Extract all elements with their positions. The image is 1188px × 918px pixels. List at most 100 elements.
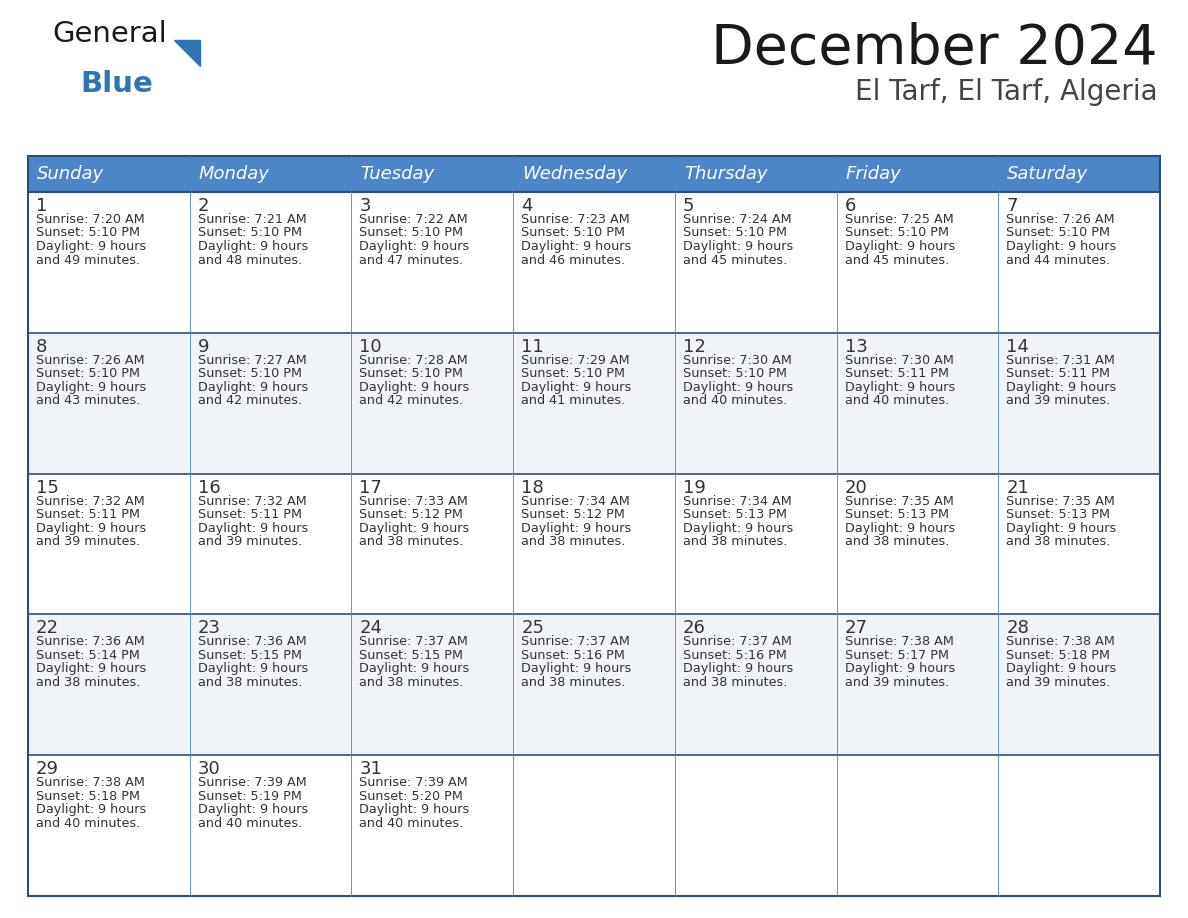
Text: and 39 minutes.: and 39 minutes. — [1006, 676, 1111, 688]
Bar — [513, 614, 675, 756]
Text: Sunset: 5:18 PM: Sunset: 5:18 PM — [36, 789, 140, 802]
Text: 22: 22 — [36, 620, 59, 637]
Bar — [352, 474, 513, 614]
Text: Sunset: 5:13 PM: Sunset: 5:13 PM — [683, 508, 786, 521]
Text: 31: 31 — [360, 760, 383, 778]
Bar — [836, 333, 998, 474]
Text: Sunset: 5:10 PM: Sunset: 5:10 PM — [197, 227, 302, 240]
Text: Daylight: 9 hours: Daylight: 9 hours — [522, 663, 631, 676]
Text: and 40 minutes.: and 40 minutes. — [360, 817, 463, 830]
Text: Sunrise: 7:38 AM: Sunrise: 7:38 AM — [36, 777, 145, 789]
Text: Daylight: 9 hours: Daylight: 9 hours — [360, 803, 469, 816]
Text: 11: 11 — [522, 338, 544, 356]
Text: Sunset: 5:18 PM: Sunset: 5:18 PM — [1006, 649, 1111, 662]
Bar — [998, 156, 1159, 192]
Bar — [352, 333, 513, 474]
Bar — [29, 756, 190, 896]
Text: and 44 minutes.: and 44 minutes. — [1006, 253, 1111, 266]
Text: Daylight: 9 hours: Daylight: 9 hours — [683, 521, 794, 534]
Text: and 42 minutes.: and 42 minutes. — [360, 395, 463, 408]
Text: and 38 minutes.: and 38 minutes. — [522, 535, 626, 548]
Text: 23: 23 — [197, 620, 221, 637]
Text: 21: 21 — [1006, 478, 1029, 497]
Text: 15: 15 — [36, 478, 59, 497]
Text: Daylight: 9 hours: Daylight: 9 hours — [683, 663, 794, 676]
Text: Sunset: 5:10 PM: Sunset: 5:10 PM — [1006, 227, 1111, 240]
Bar — [190, 156, 352, 192]
Text: 26: 26 — [683, 620, 706, 637]
Text: and 39 minutes.: and 39 minutes. — [1006, 395, 1111, 408]
Text: and 39 minutes.: and 39 minutes. — [36, 535, 140, 548]
Text: and 38 minutes.: and 38 minutes. — [360, 535, 463, 548]
Text: Sunrise: 7:39 AM: Sunrise: 7:39 AM — [360, 777, 468, 789]
Text: Daylight: 9 hours: Daylight: 9 hours — [1006, 663, 1117, 676]
Text: and 40 minutes.: and 40 minutes. — [36, 817, 140, 830]
Text: and 38 minutes.: and 38 minutes. — [683, 676, 788, 688]
Text: Daylight: 9 hours: Daylight: 9 hours — [845, 521, 955, 534]
Text: Sunrise: 7:34 AM: Sunrise: 7:34 AM — [683, 495, 791, 508]
Text: and 38 minutes.: and 38 minutes. — [36, 676, 140, 688]
Text: 12: 12 — [683, 338, 706, 356]
Text: 2: 2 — [197, 197, 209, 215]
Text: Sunrise: 7:32 AM: Sunrise: 7:32 AM — [36, 495, 145, 508]
Bar — [513, 756, 675, 896]
Text: and 38 minutes.: and 38 minutes. — [197, 676, 302, 688]
Text: Daylight: 9 hours: Daylight: 9 hours — [845, 663, 955, 676]
Text: 27: 27 — [845, 620, 867, 637]
Text: Sunset: 5:15 PM: Sunset: 5:15 PM — [360, 649, 463, 662]
Bar — [513, 474, 675, 614]
Text: Daylight: 9 hours: Daylight: 9 hours — [522, 521, 631, 534]
Bar — [513, 192, 675, 333]
Text: Sunset: 5:16 PM: Sunset: 5:16 PM — [522, 649, 625, 662]
Text: Daylight: 9 hours: Daylight: 9 hours — [360, 521, 469, 534]
Text: Daylight: 9 hours: Daylight: 9 hours — [360, 240, 469, 253]
Text: and 39 minutes.: and 39 minutes. — [845, 676, 949, 688]
Text: Sunset: 5:14 PM: Sunset: 5:14 PM — [36, 649, 140, 662]
Text: Blue: Blue — [80, 70, 153, 98]
Text: Daylight: 9 hours: Daylight: 9 hours — [1006, 381, 1117, 394]
Bar — [190, 333, 352, 474]
Text: 19: 19 — [683, 478, 706, 497]
Text: Sunset: 5:10 PM: Sunset: 5:10 PM — [683, 367, 786, 380]
Bar — [836, 756, 998, 896]
Text: Daylight: 9 hours: Daylight: 9 hours — [197, 663, 308, 676]
Text: Sunset: 5:10 PM: Sunset: 5:10 PM — [197, 367, 302, 380]
Bar — [190, 756, 352, 896]
Bar — [29, 474, 190, 614]
Text: Sunrise: 7:37 AM: Sunrise: 7:37 AM — [360, 635, 468, 648]
Text: Sunset: 5:19 PM: Sunset: 5:19 PM — [197, 789, 302, 802]
Text: and 49 minutes.: and 49 minutes. — [36, 253, 140, 266]
Text: Sunset: 5:13 PM: Sunset: 5:13 PM — [845, 508, 948, 521]
Text: Sunset: 5:11 PM: Sunset: 5:11 PM — [197, 508, 302, 521]
Text: Sunrise: 7:27 AM: Sunrise: 7:27 AM — [197, 353, 307, 367]
Text: Sunset: 5:17 PM: Sunset: 5:17 PM — [845, 649, 948, 662]
Text: Sunday: Sunday — [37, 165, 105, 183]
Text: Sunrise: 7:36 AM: Sunrise: 7:36 AM — [36, 635, 145, 648]
Text: Daylight: 9 hours: Daylight: 9 hours — [360, 381, 469, 394]
Text: Sunrise: 7:30 AM: Sunrise: 7:30 AM — [683, 353, 791, 367]
Text: 14: 14 — [1006, 338, 1029, 356]
Text: Sunset: 5:16 PM: Sunset: 5:16 PM — [683, 649, 786, 662]
Bar — [190, 192, 352, 333]
Text: Daylight: 9 hours: Daylight: 9 hours — [845, 381, 955, 394]
Bar — [29, 156, 190, 192]
Bar — [836, 192, 998, 333]
Bar — [675, 333, 836, 474]
Text: Sunset: 5:10 PM: Sunset: 5:10 PM — [360, 367, 463, 380]
Text: Wednesday: Wednesday — [523, 165, 627, 183]
Text: Daylight: 9 hours: Daylight: 9 hours — [683, 240, 794, 253]
Text: Monday: Monday — [198, 165, 270, 183]
Text: Sunset: 5:12 PM: Sunset: 5:12 PM — [522, 508, 625, 521]
Text: and 47 minutes.: and 47 minutes. — [360, 253, 463, 266]
Text: Sunrise: 7:26 AM: Sunrise: 7:26 AM — [36, 353, 145, 367]
Text: Sunrise: 7:35 AM: Sunrise: 7:35 AM — [1006, 495, 1116, 508]
Text: 3: 3 — [360, 197, 371, 215]
Bar — [998, 756, 1159, 896]
Bar — [675, 474, 836, 614]
Bar — [352, 614, 513, 756]
Bar — [352, 192, 513, 333]
Text: and 46 minutes.: and 46 minutes. — [522, 253, 625, 266]
Text: Daylight: 9 hours: Daylight: 9 hours — [36, 240, 146, 253]
Text: and 45 minutes.: and 45 minutes. — [845, 253, 949, 266]
Text: Sunrise: 7:36 AM: Sunrise: 7:36 AM — [197, 635, 307, 648]
